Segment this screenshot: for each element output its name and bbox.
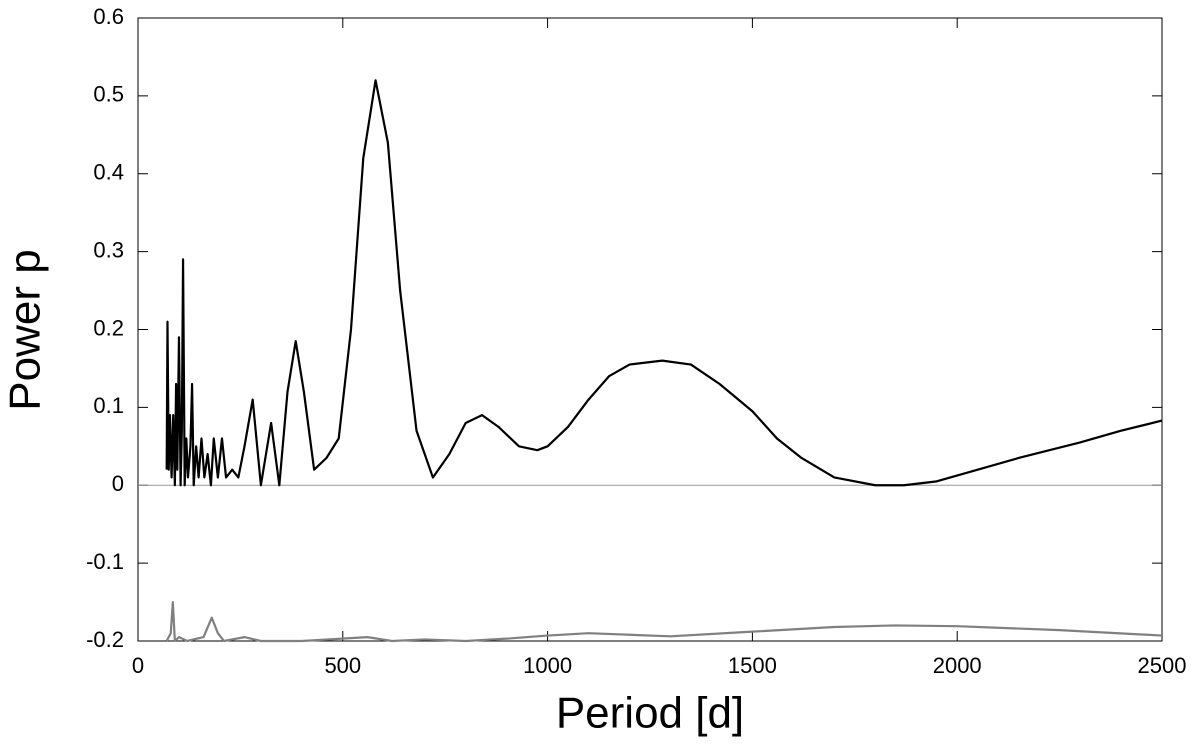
x-tick-label: 0	[132, 653, 144, 678]
y-tick-label: 0.5	[93, 82, 124, 107]
y-tick-label: 0	[112, 471, 124, 496]
plot-frame	[137, 17, 1163, 642]
y-tick-label: -0.1	[86, 549, 124, 574]
series-line	[165, 600, 1163, 643]
y-axis-label: Power p	[1, 249, 50, 410]
y-tick-label: 0.6	[93, 4, 124, 29]
x-tick-label: 2000	[933, 653, 982, 678]
y-tick-label: -0.2	[86, 627, 124, 652]
y-tick-label: 0.2	[93, 315, 124, 340]
x-tick-label: 500	[324, 653, 361, 678]
y-tick-label: 0.1	[93, 393, 124, 418]
y-tick-label: 0.3	[93, 237, 124, 262]
y-tick-label: 0.4	[93, 160, 124, 185]
x-tick-label: 2500	[1138, 653, 1187, 678]
x-axis-label: Period [d]	[556, 689, 744, 738]
x-tick-label: 1000	[523, 653, 572, 678]
series-line	[165, 79, 1163, 487]
x-tick-label: 1500	[728, 653, 777, 678]
